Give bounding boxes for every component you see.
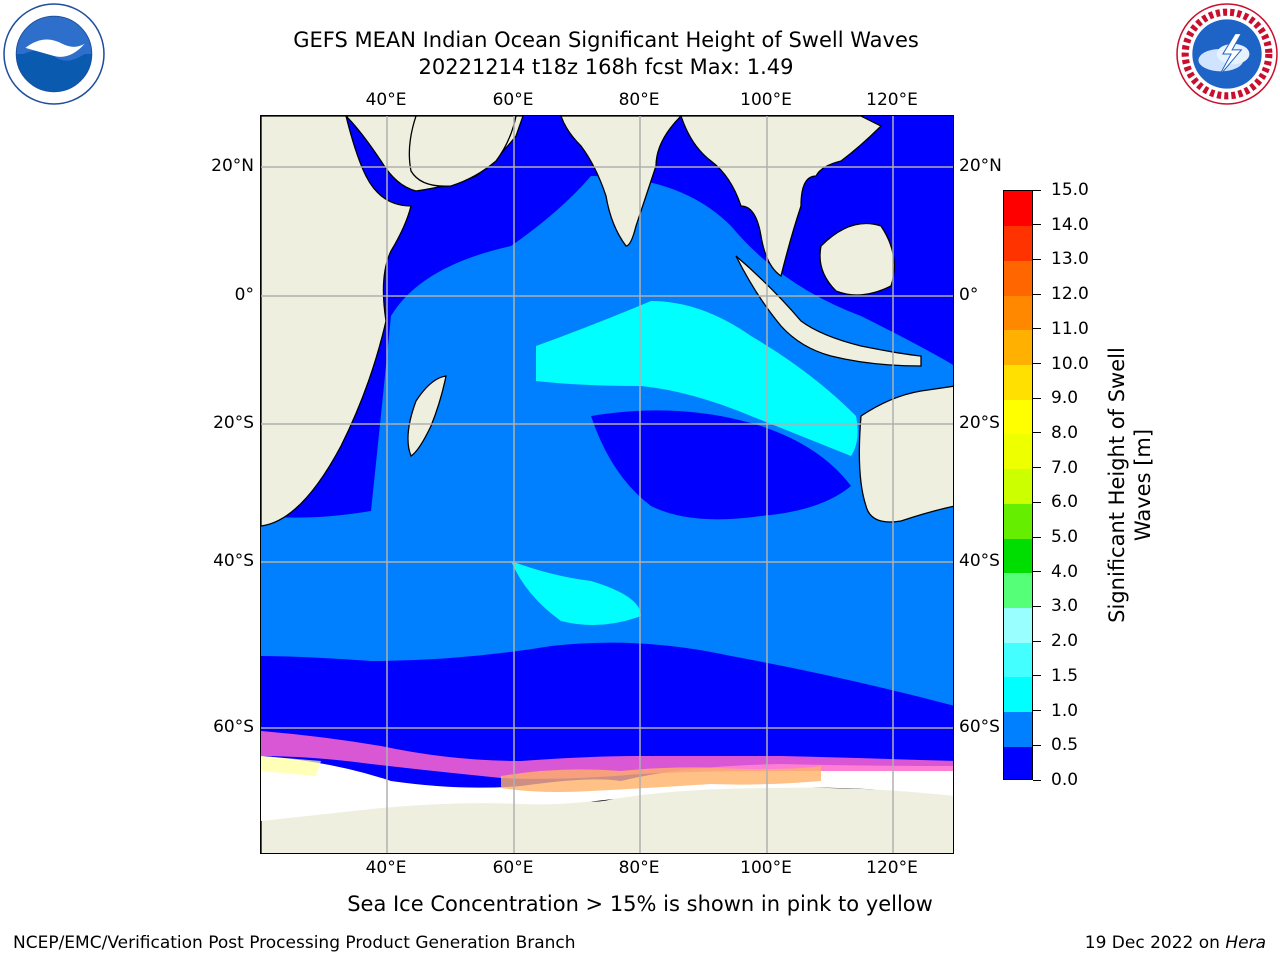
- colorbar-tick-label: 0.5: [1051, 735, 1079, 756]
- lon-tick-bottom: 120°E: [866, 858, 918, 878]
- colorbar-tick-mark: [1033, 328, 1041, 330]
- footer-date-text: 19 Dec 2022 on: [1084, 933, 1226, 953]
- colorbar-segment: [1004, 711, 1032, 747]
- swell-1.0-1.5-south: [511, 561, 641, 625]
- colorbar-segment: [1004, 607, 1032, 643]
- australia: [858, 385, 953, 523]
- arabian-peninsula: [408, 116, 517, 187]
- colorbar-segment: [1004, 295, 1032, 331]
- colorbar-tick-mark: [1033, 605, 1041, 607]
- nws-logo: [1176, 3, 1278, 105]
- colorbar-tick-label: 6.0: [1051, 492, 1079, 513]
- colorbar-tick-mark: [1033, 258, 1041, 260]
- lat-tick-left: 60°S: [213, 717, 254, 737]
- colorbar-segment: [1004, 329, 1032, 366]
- colorbar-tick-label: 10.0: [1051, 353, 1089, 374]
- colorbar-tick-label: 2.0: [1051, 631, 1079, 652]
- footer-host: Hera: [1225, 933, 1266, 953]
- colorbar-tick-label: 12.0: [1051, 284, 1089, 305]
- colorbar-tick-mark: [1033, 467, 1041, 469]
- colorbar-tick-mark: [1033, 397, 1041, 399]
- lat-tick-right: 40°S: [959, 551, 1000, 571]
- colorbar-title: Significant Height of Swell Waves [m]: [1105, 347, 1155, 623]
- chart-subtitle: 20221214 t18z 168h fcst Max: 1.49: [418, 55, 794, 79]
- colorbar-tick-label: 4.0: [1051, 561, 1079, 582]
- swell-low-southern-band: [261, 657, 953, 766]
- colorbar-tick-label: 7.0: [1051, 457, 1079, 478]
- colorbar-segment: [1004, 642, 1032, 678]
- colorbar-segment: [1004, 746, 1032, 779]
- lon-tick-bottom: 100°E: [740, 858, 792, 878]
- colorbar-segment: [1004, 260, 1032, 296]
- lat-tick-right: 60°S: [959, 717, 1000, 737]
- lon-tick-top: 100°E: [740, 90, 792, 110]
- sumatra-java: [735, 255, 922, 367]
- lat-tick-right: 20°S: [959, 413, 1000, 433]
- madagascar: [407, 375, 447, 457]
- colorbar-tick-mark: [1033, 293, 1041, 295]
- southeast-asia: [680, 116, 883, 278]
- colorbar-segment: [1004, 468, 1032, 504]
- swell-low-southeast: [591, 410, 851, 520]
- swell-height-map[interactable]: [260, 115, 954, 854]
- swell-1.0-1.5-region: [536, 301, 858, 456]
- colorbar-segment: [1004, 503, 1032, 539]
- lon-tick-top: 60°E: [492, 90, 534, 110]
- sea-ice-band: [261, 731, 953, 821]
- colorbar-tick-mark: [1033, 189, 1041, 191]
- colorbar-segment: [1004, 191, 1032, 227]
- lat-tick-left: 20°N: [211, 156, 254, 176]
- colorbar-tick-mark: [1033, 710, 1041, 712]
- colorbar-tick-mark: [1033, 744, 1041, 746]
- noaa-logo: [3, 3, 105, 105]
- footer-date: 19 Dec 2022 on Hera: [1085, 933, 1266, 953]
- lon-tick-bottom: 80°E: [618, 858, 660, 878]
- lat-tick-right: 0°: [959, 285, 979, 305]
- india: [560, 116, 682, 247]
- colorbar-segment: [1004, 225, 1032, 261]
- sea-ice-caption: Sea Ice Concentration > 15% is shown in …: [347, 892, 933, 916]
- lon-tick-top: 120°E: [866, 90, 918, 110]
- colorbar-tick-mark: [1033, 432, 1041, 434]
- colorbar-tick-label: 5.0: [1051, 527, 1079, 548]
- colorbar-tick-mark: [1033, 224, 1041, 226]
- lat-tick-left: 20°S: [213, 413, 254, 433]
- lat-tick-right: 20°N: [959, 156, 1002, 176]
- colorbar-tick-label: 11.0: [1051, 318, 1089, 339]
- colorbar: [1003, 190, 1033, 780]
- colorbar-tick-label: 8.0: [1051, 422, 1079, 443]
- colorbar-tick-label: 14.0: [1051, 214, 1089, 235]
- map-gridlines: [261, 116, 953, 853]
- colorbar-segment: [1004, 676, 1032, 713]
- colorbar-tick-label: 3.0: [1051, 596, 1079, 617]
- chart-title: GEFS MEAN Indian Ocean Significant Heigh…: [293, 28, 919, 52]
- colorbar-tick-label: 13.0: [1051, 249, 1089, 270]
- lon-tick-top: 40°E: [365, 90, 407, 110]
- colorbar-segment: [1004, 433, 1032, 470]
- lat-tick-left: 40°S: [213, 551, 254, 571]
- map-canvas: [261, 116, 953, 853]
- colorbar-segment: [1004, 364, 1032, 400]
- colorbar-tick-mark: [1033, 640, 1041, 642]
- colorbar-tick-label: 0.0: [1051, 770, 1079, 790]
- colorbar-tick-mark: [1033, 571, 1041, 573]
- colorbar-tick-label: 1.0: [1051, 700, 1079, 721]
- colorbar-segment: [1004, 399, 1032, 435]
- lon-tick-top: 80°E: [618, 90, 660, 110]
- colorbar-tick-mark: [1033, 363, 1041, 365]
- colorbar-tick-label: 9.0: [1051, 388, 1079, 409]
- colorbar-tick-mark: [1033, 675, 1041, 677]
- lon-tick-bottom: 40°E: [365, 858, 407, 878]
- borneo-indonesia: [819, 222, 895, 296]
- colorbar-tick-label: 1.5: [1051, 665, 1079, 686]
- colorbar-tick-mark: [1033, 779, 1041, 781]
- lat-tick-left: 0°: [234, 285, 254, 305]
- colorbar-tick-mark: [1033, 501, 1041, 503]
- footer-credit: NCEP/EMC/Verification Post Processing Pr…: [13, 933, 576, 953]
- colorbar-tick-label: 15.0: [1051, 180, 1089, 200]
- colorbar-segment: [1004, 572, 1032, 608]
- colorbar-segment: [1004, 538, 1032, 574]
- lon-tick-bottom: 60°E: [492, 858, 534, 878]
- colorbar-tick-mark: [1033, 536, 1041, 538]
